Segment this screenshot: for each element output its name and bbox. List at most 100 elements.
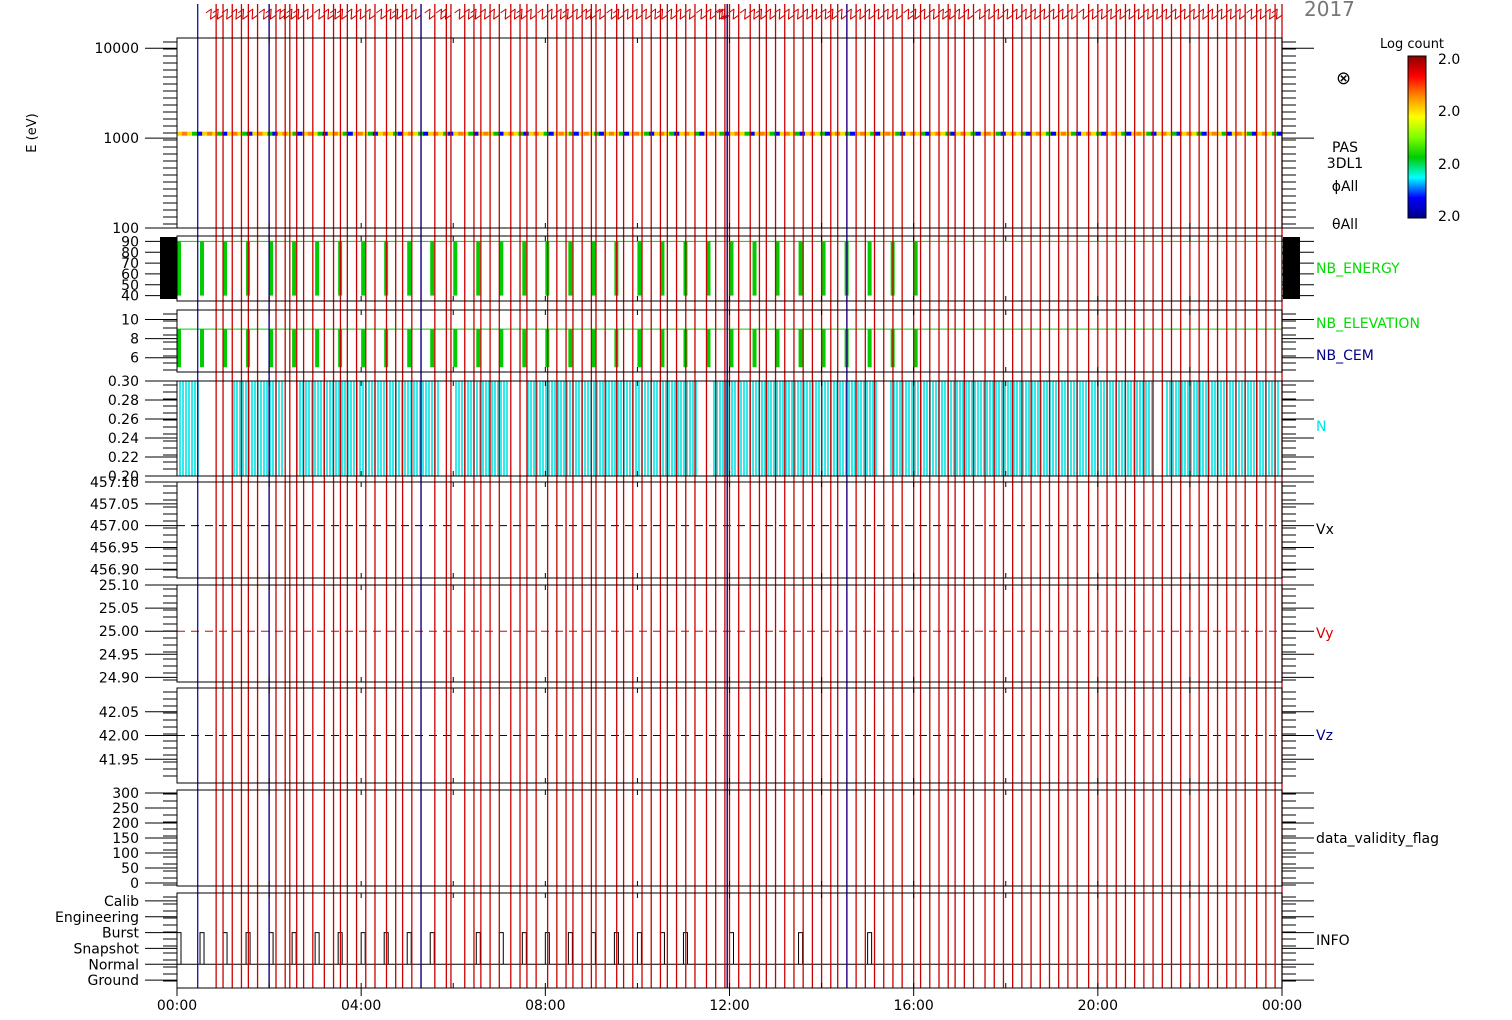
energy-band-segment xyxy=(865,131,871,136)
energy-band-segment xyxy=(1010,131,1017,136)
energy-band-segment xyxy=(1261,131,1268,136)
energy-band-segment xyxy=(267,131,273,136)
energy-band-segment xyxy=(1231,131,1238,136)
energy-band-segment xyxy=(995,131,1002,136)
energy-band-segment xyxy=(1035,131,1042,136)
energy-band-segment xyxy=(689,131,695,136)
y-tick-label: 250 xyxy=(112,801,139,817)
y-tick-label: 457.05 xyxy=(90,497,139,513)
y-tick-label: 8 xyxy=(130,332,139,348)
energy-side-label: PAS xyxy=(1332,140,1358,156)
y-tick-label: 0.22 xyxy=(108,450,139,466)
energy-band-segment xyxy=(634,131,640,136)
series-pulse-nb_elevation xyxy=(867,329,872,368)
series-pulse-nb_energy xyxy=(729,241,734,296)
info-burst-pulse xyxy=(798,932,804,965)
series-pulse-nb_elevation xyxy=(223,329,228,368)
series-pulse-nb_energy xyxy=(200,241,205,296)
energy-band-segment xyxy=(1266,131,1273,136)
energy-band-segment xyxy=(182,131,188,136)
time-tick-label: 12:00 xyxy=(709,998,749,1014)
series-pulse-nb_elevation xyxy=(522,329,527,368)
energy-band-segment xyxy=(1256,131,1263,136)
energy-band-segment xyxy=(302,131,309,136)
series-pulse-nb_energy xyxy=(499,241,504,296)
energy-band-segment xyxy=(1206,131,1213,136)
y-tick-label: 6 xyxy=(130,351,139,367)
energy-band-segment xyxy=(187,131,193,136)
energy-band-segment xyxy=(307,131,314,136)
energy-band-segment xyxy=(598,131,605,136)
energy-band-segment xyxy=(1040,131,1047,136)
energy-band-segment xyxy=(1015,131,1022,136)
energy-band-segment xyxy=(769,131,776,136)
energy-band-segment xyxy=(804,131,811,136)
y-tick-label: 150 xyxy=(112,831,139,847)
y-tick-label: 24.95 xyxy=(99,647,139,663)
energy-band-segment xyxy=(608,131,615,136)
series-pulse-nb_energy xyxy=(453,241,458,296)
info-burst-pulse xyxy=(314,932,320,965)
energy-band-segment xyxy=(438,131,444,136)
y-tick-label: 80 xyxy=(121,245,139,261)
y-tick-label: 100 xyxy=(112,221,139,237)
y-tick-label: 90 xyxy=(121,234,139,250)
info-burst-pulse xyxy=(636,932,642,965)
series-pulse-nb_elevation xyxy=(476,329,481,368)
series-pulse-nb_energy xyxy=(361,241,366,296)
energy-band-segment xyxy=(212,131,218,136)
energy-band-segment xyxy=(317,131,324,136)
energy-band-segment xyxy=(975,131,982,136)
energy-axis-label: E (eV) xyxy=(25,113,40,152)
y-tick-label: 0.20 xyxy=(108,469,139,485)
energy-band-segment xyxy=(784,131,791,136)
series-pulse-nb_energy xyxy=(522,241,527,296)
energy-band-segment xyxy=(895,131,901,136)
series-pulse-nb_energy xyxy=(752,241,757,296)
series-pulse-nb_energy xyxy=(568,241,573,296)
energy-band-segment xyxy=(222,131,228,136)
energy-band-segment xyxy=(629,131,635,136)
energy-band-segment xyxy=(498,131,504,136)
energy-band-segment xyxy=(840,131,846,136)
info-burst-pulse xyxy=(429,932,435,965)
series-pulse-nb_energy xyxy=(591,241,596,296)
series-pulse-nb_energy xyxy=(637,241,642,296)
y-tick-label: 41.95 xyxy=(99,752,139,768)
energy-band-segment xyxy=(754,131,761,136)
energy-band-segment xyxy=(1191,131,1198,136)
energy-band-segment xyxy=(352,131,359,136)
series-pulse-nb_energy xyxy=(775,241,780,296)
energy-band-segment xyxy=(483,131,489,136)
energy-band-segment xyxy=(408,131,414,136)
series-pulse-nb_elevation xyxy=(752,329,757,368)
energy-band-segment xyxy=(704,131,710,136)
energy-band-segment xyxy=(493,131,499,136)
energy-band-segment xyxy=(814,131,821,136)
energy-band-segment xyxy=(1066,131,1072,136)
y-tick-label: 25.00 xyxy=(99,624,139,640)
series-pulse-nb_elevation xyxy=(269,329,274,368)
y-tick-label: 10 xyxy=(121,313,139,329)
energy-band-segment xyxy=(1226,131,1233,136)
y-tick-label: Calib xyxy=(104,894,139,910)
energy-band-segment xyxy=(277,131,283,136)
energy-band-segment xyxy=(850,131,856,136)
energy-band-segment xyxy=(357,131,364,136)
energy-band-segment xyxy=(387,131,394,136)
energy-band-segment xyxy=(1171,131,1178,136)
energy-band-segment xyxy=(764,131,771,136)
energy-band-segment xyxy=(1121,131,1127,136)
energy-band-segment xyxy=(845,131,851,136)
series-label-nb-cem: NB_CEM xyxy=(1316,348,1374,364)
energy-band-segment xyxy=(247,131,253,136)
energy-band-segment xyxy=(744,131,751,136)
series-pulse-nb_elevation xyxy=(499,329,504,368)
series-pulse-nb_elevation xyxy=(407,329,412,368)
energy-band-segment xyxy=(1161,131,1167,136)
series-pulse-nb_elevation xyxy=(913,329,918,368)
series-pulse-nb_energy xyxy=(660,241,665,296)
energy-band-segment xyxy=(819,131,826,136)
